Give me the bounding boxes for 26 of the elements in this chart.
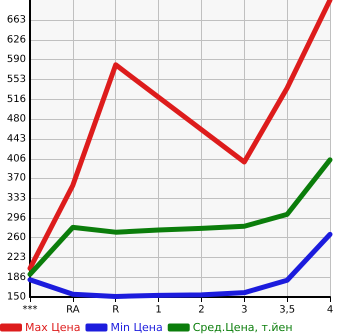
y-tick-label: 480	[6, 113, 26, 124]
x-tick-label: 3,5	[279, 304, 296, 316]
y-tick-label: 553	[6, 74, 26, 85]
y-tick-label: 370	[6, 172, 26, 184]
y-tick-label: 186	[6, 272, 26, 284]
x-tick-label: 3	[241, 304, 248, 316]
y-tick-label: 150	[6, 292, 26, 302]
x-tick-label: RA	[66, 304, 80, 316]
legend-label: Сред.Цена, т.йен	[192, 321, 293, 334]
x-tick-label: R	[112, 304, 120, 316]
legend-label: Min Цена	[110, 321, 163, 334]
x-tick-label: 4	[326, 304, 334, 316]
y-tick-label: 516	[6, 94, 26, 105]
y-tick-label: 296	[6, 212, 26, 224]
y-tick-label: 406	[6, 153, 26, 164]
y-tick-label: 590	[6, 54, 26, 65]
x-tick-label: 1	[155, 304, 162, 316]
y-tick-label: 260	[6, 232, 26, 244]
legend-label: Max Цена	[25, 321, 80, 334]
y-tick-label: 223	[6, 252, 26, 264]
x-tick-label: ***	[22, 304, 38, 316]
y-tick-label: 333	[6, 192, 26, 204]
y-tick-label: 663	[6, 14, 26, 26]
x-tick-label: 2	[198, 304, 205, 316]
y-tick-label: 443	[6, 133, 26, 144]
y-tick-label: 626	[6, 34, 26, 46]
